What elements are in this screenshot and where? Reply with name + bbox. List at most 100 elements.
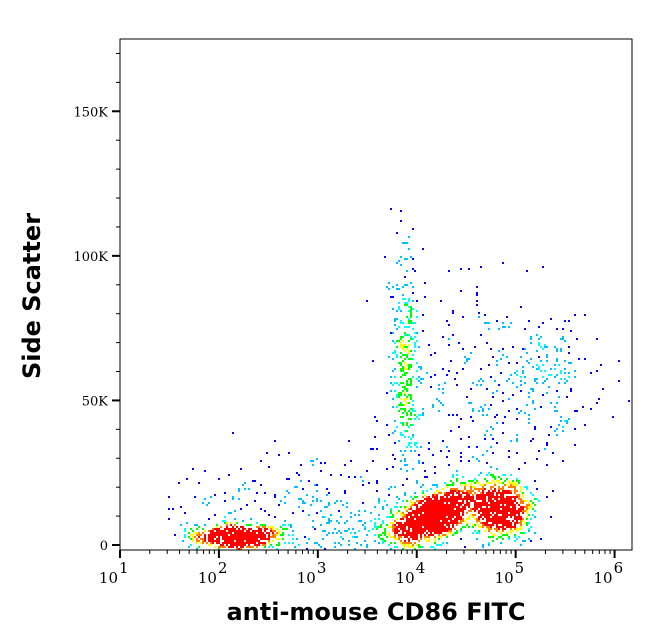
event-point bbox=[416, 526, 418, 528]
event-point bbox=[456, 524, 458, 526]
event-point bbox=[400, 338, 402, 340]
event-point bbox=[516, 386, 518, 388]
event-point bbox=[472, 498, 474, 500]
event-point bbox=[498, 518, 500, 520]
event-point bbox=[468, 436, 470, 438]
event-point bbox=[394, 458, 396, 460]
event-point bbox=[258, 526, 260, 528]
event-point bbox=[400, 392, 402, 394]
event-point bbox=[256, 544, 258, 546]
event-point bbox=[514, 498, 516, 500]
event-point bbox=[426, 490, 428, 492]
event-point bbox=[402, 322, 404, 324]
event-point bbox=[554, 430, 556, 432]
event-point bbox=[466, 502, 468, 504]
event-point bbox=[420, 520, 422, 522]
event-point bbox=[546, 378, 548, 380]
event-point bbox=[392, 358, 394, 360]
event-point bbox=[520, 532, 522, 534]
event-point bbox=[228, 528, 230, 530]
event-point bbox=[468, 358, 470, 360]
event-point bbox=[184, 528, 186, 530]
event-point bbox=[518, 510, 520, 512]
event-point bbox=[236, 526, 238, 528]
event-point bbox=[346, 520, 348, 522]
event-point bbox=[472, 508, 474, 510]
event-point bbox=[246, 542, 248, 544]
event-point bbox=[628, 400, 630, 402]
event-point bbox=[514, 488, 516, 490]
event-point bbox=[464, 506, 466, 508]
event-point bbox=[458, 496, 460, 498]
event-point bbox=[394, 376, 396, 378]
event-point bbox=[406, 402, 408, 404]
event-point bbox=[444, 510, 446, 512]
event-point bbox=[374, 526, 376, 528]
event-point bbox=[410, 516, 412, 518]
event-point bbox=[408, 326, 410, 328]
event-point bbox=[534, 480, 536, 482]
event-point bbox=[446, 508, 448, 510]
event-point bbox=[390, 536, 392, 538]
event-point bbox=[556, 358, 558, 360]
event-point bbox=[462, 500, 464, 502]
event-point bbox=[434, 520, 436, 522]
event-point bbox=[486, 506, 488, 508]
event-point bbox=[404, 464, 406, 466]
event-point bbox=[302, 510, 304, 512]
event-point bbox=[522, 508, 524, 510]
event-point bbox=[398, 536, 400, 538]
event-point bbox=[400, 536, 402, 538]
event-point bbox=[390, 510, 392, 512]
event-point bbox=[484, 508, 486, 510]
event-point bbox=[500, 536, 502, 538]
x-tick-base: 10 bbox=[396, 569, 415, 587]
event-point bbox=[484, 524, 486, 526]
event-point bbox=[462, 514, 464, 516]
event-point bbox=[394, 368, 396, 370]
event-point bbox=[440, 544, 442, 546]
event-point bbox=[420, 414, 422, 416]
event-point bbox=[260, 532, 262, 534]
event-point bbox=[420, 486, 422, 488]
event-point bbox=[506, 520, 508, 522]
event-point bbox=[478, 506, 480, 508]
event-point bbox=[428, 536, 430, 538]
event-point bbox=[214, 546, 216, 548]
event-point bbox=[482, 380, 484, 382]
event-point bbox=[396, 396, 398, 398]
event-point bbox=[244, 544, 246, 546]
event-point bbox=[528, 522, 530, 524]
event-point bbox=[538, 500, 540, 502]
event-point bbox=[564, 368, 566, 370]
event-point bbox=[432, 502, 434, 504]
x-tick-label: 104 bbox=[396, 559, 426, 587]
event-point bbox=[414, 504, 416, 506]
event-point bbox=[518, 482, 520, 484]
event-point bbox=[422, 514, 424, 516]
event-point bbox=[430, 498, 432, 500]
event-point bbox=[424, 510, 426, 512]
event-point bbox=[254, 536, 256, 538]
event-point bbox=[464, 496, 466, 498]
event-point bbox=[240, 548, 242, 550]
event-point bbox=[324, 462, 326, 464]
event-point bbox=[236, 538, 238, 540]
event-point bbox=[390, 508, 392, 510]
event-point bbox=[432, 516, 434, 518]
event-point bbox=[416, 480, 418, 482]
event-point bbox=[560, 338, 562, 340]
event-point bbox=[466, 484, 468, 486]
event-point bbox=[506, 484, 508, 486]
event-point bbox=[498, 528, 500, 530]
event-point bbox=[452, 516, 454, 518]
event-point bbox=[420, 502, 422, 504]
event-point bbox=[402, 412, 404, 414]
event-point bbox=[202, 538, 204, 540]
event-point bbox=[238, 530, 240, 532]
event-point bbox=[400, 542, 402, 544]
event-point bbox=[420, 368, 422, 370]
event-point bbox=[240, 540, 242, 542]
event-point bbox=[488, 518, 490, 520]
event-point bbox=[488, 510, 490, 512]
